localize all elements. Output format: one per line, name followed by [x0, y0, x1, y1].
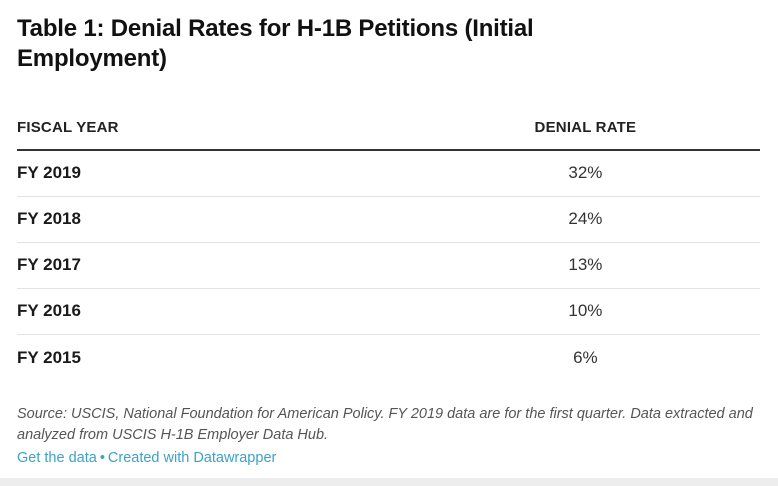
- get-the-data-link[interactable]: Get the data: [17, 450, 97, 467]
- table-header-row: FISCAL YEAR DENIAL RATE: [17, 119, 760, 151]
- table-row: FY 2016 10%: [17, 289, 760, 335]
- page-bottom-edge: [0, 478, 778, 486]
- row-denial-rate-value: 6%: [573, 347, 598, 367]
- link-separator: •: [99, 450, 105, 467]
- row-denial-rate-value: 24%: [568, 209, 603, 229]
- row-fiscal-year-label: FY 2018: [17, 209, 81, 229]
- row-denial-rate-value: 10%: [568, 301, 603, 321]
- table-card: Table 1: Denial Rates for H-1B Petitions…: [17, 15, 760, 466]
- table-row: FY 2019 32%: [17, 151, 760, 197]
- column-header-denial-rate: DENIAL RATE: [534, 118, 637, 136]
- table-row: FY 2017 13%: [17, 243, 760, 289]
- column-header-fiscal-year: FISCAL YEAR: [17, 118, 119, 136]
- row-fiscal-year-label: FY 2016: [17, 301, 81, 321]
- table-row: FY 2018 24%: [17, 197, 760, 243]
- row-fiscal-year-label: FY 2017: [17, 255, 81, 275]
- source-note: Source: USCIS, National Foundation for A…: [17, 405, 753, 443]
- footer-links: Get the data • Created with Datawrapper: [17, 450, 760, 466]
- row-fiscal-year-label: FY 2015: [17, 347, 81, 367]
- row-denial-rate-value: 13%: [568, 255, 603, 275]
- page-title: Table 1: Denial Rates for H-1B Petitions…: [17, 15, 534, 73]
- datawrapper-credit-link[interactable]: Created with Datawrapper: [107, 450, 277, 467]
- row-fiscal-year-label: FY 2019: [17, 163, 81, 183]
- row-denial-rate-value: 32%: [568, 163, 603, 183]
- table-row: FY 2015 6%: [17, 335, 760, 381]
- denial-rates-table: FISCAL YEAR DENIAL RATE FY 2019 32% FY 2…: [17, 119, 760, 381]
